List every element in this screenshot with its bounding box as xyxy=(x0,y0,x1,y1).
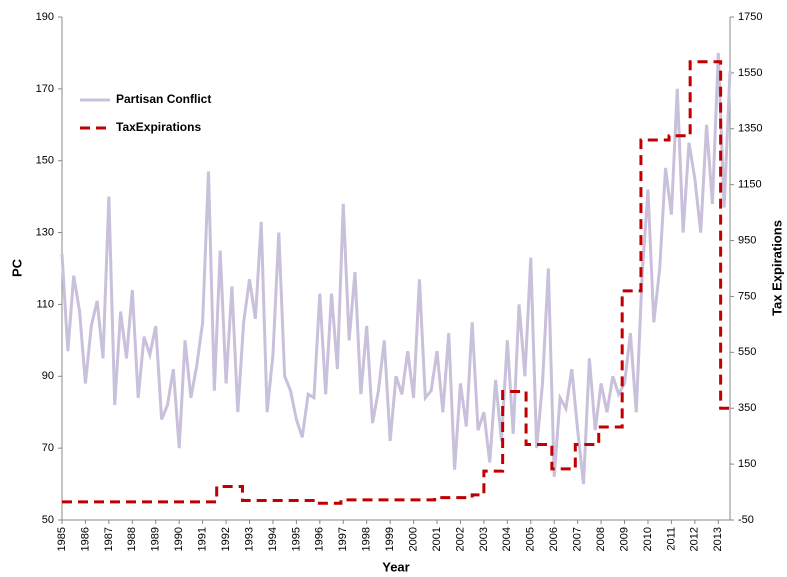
series-line xyxy=(62,60,730,505)
x-tick-label: 2001 xyxy=(431,527,443,551)
x-tick-label: 2002 xyxy=(454,527,466,551)
y2-axis-title: Tax Expirations xyxy=(769,220,784,316)
y-tick-label: 90 xyxy=(42,370,54,382)
x-tick-label: 2003 xyxy=(478,527,490,551)
y-axis-title: PC xyxy=(9,258,24,277)
legend-label: TaxExpirations xyxy=(116,120,201,134)
x-tick-label: 1998 xyxy=(361,527,373,551)
x-tick-label: 1999 xyxy=(384,527,396,551)
y2-tick-label: -50 xyxy=(738,514,754,526)
y-tick-label: 130 xyxy=(36,226,54,238)
y2-tick-label: 150 xyxy=(738,458,756,470)
x-tick-label: 2008 xyxy=(595,527,607,551)
x-tick-label: 2007 xyxy=(572,527,584,551)
x-tick-label: 1986 xyxy=(79,527,91,551)
x-tick-label: 2009 xyxy=(618,527,630,551)
x-tick-label: 1985 xyxy=(56,527,68,551)
x-tick-label: 2011 xyxy=(665,527,677,551)
x-tick-label: 1988 xyxy=(126,527,138,551)
y2-tick-label: 750 xyxy=(738,290,756,302)
y-tick-label: 70 xyxy=(42,442,54,454)
y2-tick-label: 950 xyxy=(738,234,756,246)
y2-tick-label: 350 xyxy=(738,402,756,414)
x-axis-title: Year xyxy=(382,559,409,574)
x-tick-label: 2005 xyxy=(525,527,537,551)
y-tick-label: 190 xyxy=(36,11,54,23)
x-tick-label: 2010 xyxy=(642,527,654,551)
y2-tick-label: 1750 xyxy=(738,11,762,23)
y2-tick-label: 550 xyxy=(738,346,756,358)
x-tick-label: 1991 xyxy=(197,527,209,551)
x-tick-label: 2004 xyxy=(501,527,513,551)
y-tick-label: 110 xyxy=(36,298,54,310)
y-tick-label: 170 xyxy=(36,83,54,95)
x-tick-label: 2000 xyxy=(407,527,419,551)
x-tick-label: 1996 xyxy=(314,527,326,551)
series-line xyxy=(60,52,732,485)
x-tick-label: 2006 xyxy=(548,527,560,551)
x-tick-label: 1995 xyxy=(290,527,302,551)
legend-label: Partisan Conflict xyxy=(116,92,211,106)
x-tick-label: 2013 xyxy=(712,527,724,551)
x-tick-label: 1997 xyxy=(337,527,349,551)
y2-tick-label: 1550 xyxy=(738,67,762,79)
y-tick-label: 50 xyxy=(42,514,54,526)
x-tick-label: 1987 xyxy=(103,527,115,551)
x-tick-label: 1990 xyxy=(173,527,185,551)
x-tick-label: 1993 xyxy=(243,527,255,551)
y2-tick-label: 1150 xyxy=(738,179,762,191)
x-tick-label: 1994 xyxy=(267,527,279,551)
x-tick-label: 1989 xyxy=(150,527,162,551)
x-tick-label: 2012 xyxy=(689,527,701,551)
y2-tick-label: 1350 xyxy=(738,123,762,135)
y-tick-label: 150 xyxy=(36,155,54,167)
x-tick-label: 1992 xyxy=(220,527,232,551)
